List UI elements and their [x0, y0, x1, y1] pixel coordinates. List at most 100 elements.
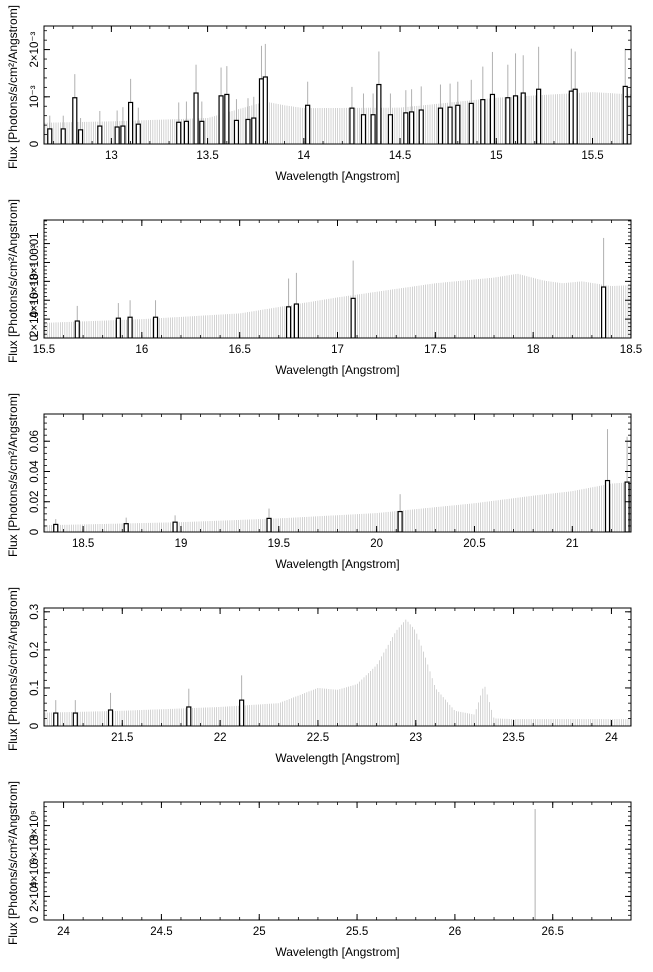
- data-bar: [387, 114, 394, 144]
- y-tick-label: 8×10⁻³: [29, 244, 41, 280]
- data-bar: [305, 104, 311, 144]
- y-tick-label: 0: [29, 917, 41, 923]
- y-axis-label: Flux [Photons/s/cm²/Angstrom]: [6, 5, 20, 169]
- x-tick-label: 24: [57, 926, 70, 938]
- x-axis-label: Wavelength [Angstrom]: [275, 751, 399, 765]
- plot-area: [44, 237, 631, 338]
- data-bar: [455, 104, 461, 144]
- plot-frame: [43, 25, 632, 145]
- data-bar: [437, 107, 444, 144]
- y-axis-label: Flux [Photons/s/cm²/Angstrom]: [6, 393, 20, 557]
- y-tick-label: 4×10⁻³: [29, 282, 41, 318]
- data-bar: [115, 317, 121, 338]
- y-tick-label: 0.01: [29, 232, 41, 254]
- x-tick-label: 16.5: [228, 344, 250, 356]
- plot-area: [44, 619, 631, 726]
- data-bar: [293, 303, 300, 338]
- x-tick-label: 15: [490, 150, 503, 162]
- data-bar: [266, 517, 272, 532]
- x-tick-label: 18.5: [72, 538, 94, 550]
- x-tick-label: 13: [105, 150, 118, 162]
- data-bar: [97, 125, 103, 144]
- x-tick-label: 25.5: [346, 926, 368, 938]
- y-tick-label: 8×10⁹: [29, 810, 41, 841]
- data-bar: [199, 120, 205, 144]
- x-tick-label: 17: [331, 344, 344, 356]
- y-tick-label: 0.04: [29, 460, 41, 483]
- data-bins: [74, 237, 607, 338]
- data-bar: [224, 93, 230, 144]
- data-bar: [172, 521, 178, 532]
- data-bar: [360, 114, 367, 144]
- x-tick-label: 21.5: [111, 732, 133, 744]
- x-tick-label: 20: [370, 538, 383, 550]
- data-bar: [601, 286, 607, 338]
- data-bar: [370, 114, 376, 144]
- y-tick-label: 0: [29, 335, 41, 341]
- y-tick-label: 0: [29, 141, 41, 147]
- data-bar: [47, 128, 53, 144]
- data-bar: [152, 316, 159, 338]
- data-bar: [128, 101, 134, 144]
- data-bar: [176, 121, 182, 144]
- y-axis-label: Flux [Photons/s/cm²/Angstrom]: [6, 587, 20, 751]
- x-tick-label: 19.5: [268, 538, 290, 550]
- data-bar: [350, 297, 356, 338]
- data-bar: [114, 126, 120, 144]
- data-bar: [349, 107, 355, 144]
- data-bar: [408, 111, 415, 144]
- y-tick-label: 0.06: [29, 430, 41, 452]
- data-bar: [74, 320, 80, 338]
- y-tick-label: 2×10⁹: [29, 881, 41, 912]
- data-bar: [480, 99, 486, 144]
- data-bar: [397, 510, 403, 532]
- y-axis-label: Flux [Photons/s/cm²/Angstrom]: [6, 199, 20, 363]
- y-tick-label: 0: [29, 723, 41, 729]
- plot-frame: [43, 413, 632, 533]
- x-axis-label: Wavelength [Angstrom]: [275, 169, 399, 183]
- data-bar: [285, 306, 292, 338]
- y-tick-label: 6×10⁻³: [29, 263, 41, 299]
- x-tick-label: 17.5: [424, 344, 446, 356]
- x-tick-label: 19: [175, 538, 188, 550]
- data-bar: [468, 102, 474, 144]
- data-bar: [489, 93, 496, 144]
- data-bar: [107, 709, 114, 726]
- y-tick-label: 2×10⁻³: [29, 301, 41, 337]
- x-axis-label: Wavelength [Angstrom]: [275, 557, 399, 571]
- data-bar: [233, 119, 240, 144]
- x-tick-label: 24.5: [150, 926, 172, 938]
- panel-1: 13 13.5 14 14.5 15 15.5 0 10⁻³ 2×10⁻³ Wavelength …: [6, 5, 632, 183]
- data-bar: [218, 95, 224, 144]
- x-tick-label: 22: [214, 732, 227, 744]
- data-bar: [135, 123, 141, 144]
- x-tick-label: 18: [527, 344, 540, 356]
- data-bar: [53, 523, 59, 532]
- x-axis-label: Wavelength [Angstrom]: [275, 363, 399, 377]
- x-tick-label: 15.5: [581, 150, 603, 162]
- data-bar: [624, 481, 630, 532]
- y-tick-label: 0.1: [29, 680, 41, 696]
- data-bar: [245, 118, 251, 144]
- x-tick-label: 18.5: [620, 344, 642, 356]
- data-bar: [622, 85, 628, 144]
- data-bar: [53, 712, 59, 726]
- data-bar: [262, 76, 268, 144]
- data-bar: [183, 120, 190, 144]
- data-bar: [186, 706, 192, 726]
- panel-2: 15.5 16 16.5 17 17.5 18 18.5 02×10⁻³4×10⁻³6×10⁻…: [6, 199, 642, 377]
- panel-4: 21.5 22 22.5 23 23.5 24 0 0.1 0.2 0.3 Wavelength […: [6, 587, 632, 765]
- x-tick-label: 23: [409, 732, 422, 744]
- model-spectrum: [44, 482, 631, 532]
- data-bar: [505, 97, 511, 144]
- y-tick-label: 0.02: [29, 491, 41, 513]
- x-tick-label: 22.5: [307, 732, 329, 744]
- x-tick-label: 20.5: [463, 538, 485, 550]
- data-bins: [47, 43, 628, 144]
- x-tick-label: 26: [449, 926, 462, 938]
- plot-frame: [43, 801, 632, 921]
- x-tick-label: 23.5: [502, 732, 524, 744]
- data-bar: [193, 92, 199, 144]
- y-tick-label: 2×10⁻³: [29, 32, 41, 68]
